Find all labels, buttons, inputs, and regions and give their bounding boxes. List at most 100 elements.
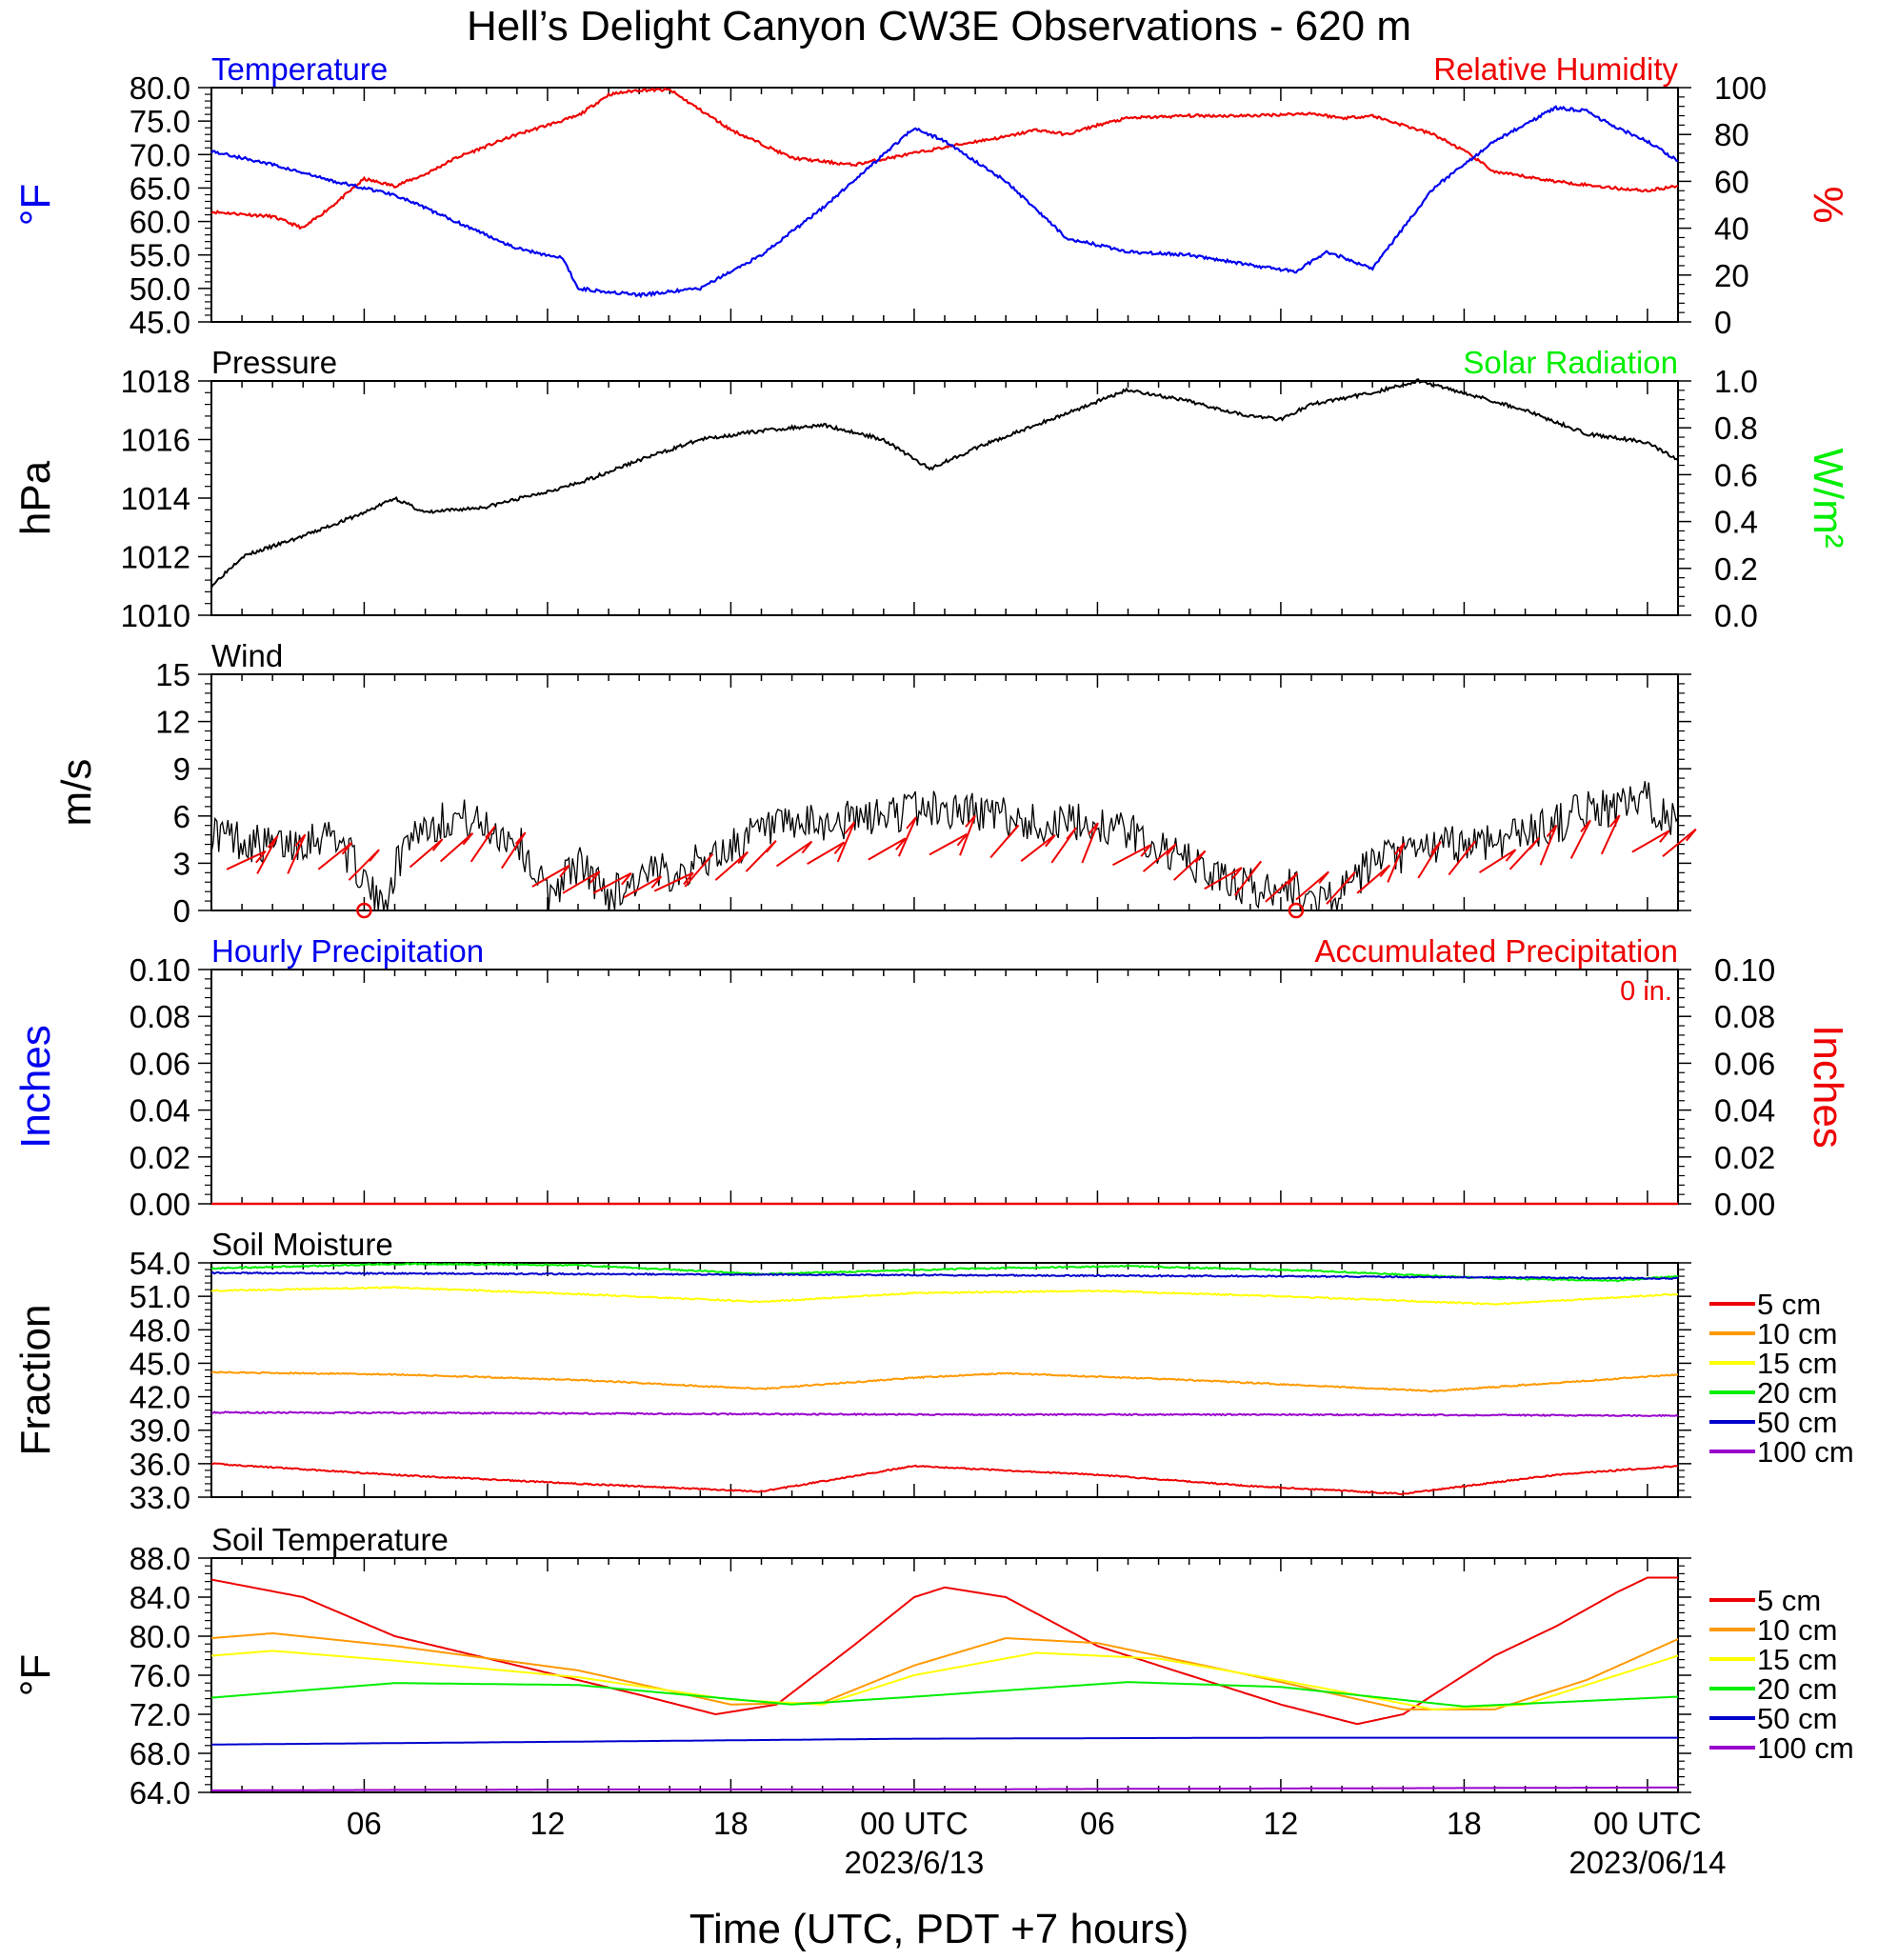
y-tick-label-right: 0.8 bbox=[1714, 410, 1758, 446]
wind-barb-feather bbox=[1088, 822, 1099, 835]
y-tick-label-right: 0 bbox=[1714, 305, 1731, 340]
wind-barb bbox=[745, 840, 777, 872]
y-tick-label-left: 39.0 bbox=[130, 1413, 190, 1449]
wind-barb bbox=[1020, 833, 1056, 862]
y-axis-label-left: °F bbox=[12, 1654, 59, 1696]
y-tick-label-left: 48.0 bbox=[130, 1312, 190, 1348]
wind-barb-feather bbox=[1194, 850, 1207, 864]
wind-barb-feather bbox=[514, 831, 527, 845]
y-tick-label-right: 0.0 bbox=[1714, 598, 1758, 633]
wind-speed-line bbox=[210, 781, 1679, 912]
y-axis-label-right: W/m² bbox=[1805, 448, 1851, 548]
y-tick-label-left: 0.06 bbox=[130, 1046, 190, 1081]
wind-barb bbox=[1508, 837, 1540, 870]
wind-barb-feather bbox=[369, 849, 380, 862]
temperature-line bbox=[210, 105, 1678, 299]
layer-line-10cm bbox=[210, 1370, 1679, 1393]
legend-label: 20 cm bbox=[1757, 1672, 1837, 1706]
wind-barb-shaft bbox=[1204, 867, 1243, 890]
layer-line-5cm bbox=[210, 1462, 1678, 1496]
y-axis-label-right: Inches bbox=[1805, 1025, 1851, 1149]
wind-barb bbox=[836, 821, 856, 863]
wind-barb bbox=[868, 837, 907, 861]
legend-label: 50 cm bbox=[1757, 1702, 1837, 1735]
wind-barb bbox=[1326, 870, 1356, 905]
wind-barb-feather bbox=[1140, 844, 1152, 857]
y-tick-label-left: 54.0 bbox=[130, 1246, 190, 1281]
panel-title-left: Wind bbox=[211, 638, 283, 673]
wind-barb bbox=[1417, 840, 1442, 879]
y-tick-label-right: 0.04 bbox=[1714, 1093, 1775, 1129]
wind-barb-feather bbox=[702, 852, 714, 867]
x-tick-label: 12 bbox=[1264, 1806, 1299, 1841]
wind-barb-shaft bbox=[1600, 814, 1621, 855]
x-tick-label: 00 UTC bbox=[860, 1806, 969, 1841]
wind-barb-shaft bbox=[1662, 828, 1697, 857]
y-tick-label-right: 20 bbox=[1714, 258, 1749, 293]
wind-barb-feather bbox=[462, 832, 474, 846]
wind-barb-shaft bbox=[317, 841, 353, 870]
wind-barb bbox=[1387, 842, 1406, 883]
accumulated-total-label: 0 in. bbox=[1620, 976, 1672, 1007]
wind-barb-feather bbox=[956, 833, 969, 847]
y-tick-label-left: 45.0 bbox=[130, 1346, 190, 1381]
panel-1: 80.075.070.065.060.055.050.045.0 100 80 60 4… bbox=[12, 51, 1851, 340]
wind-barb-feather bbox=[431, 838, 444, 851]
y-tick-label-left: 70.0 bbox=[130, 137, 190, 172]
wind-barb bbox=[1111, 844, 1152, 867]
wind-barb bbox=[1448, 840, 1477, 876]
wind-barb bbox=[1569, 819, 1591, 859]
wind-barb-feather bbox=[267, 835, 279, 849]
wind-barb bbox=[1600, 814, 1621, 855]
y-tick-label-left: 55.0 bbox=[130, 238, 190, 273]
wind-barb-shaft bbox=[439, 831, 474, 863]
x-tick-label: 06 bbox=[347, 1806, 382, 1841]
y-tick-label-right: 0.02 bbox=[1714, 1140, 1775, 1175]
wind-barb-shaft bbox=[623, 875, 662, 899]
legend-item: 10 cm bbox=[1709, 1613, 1837, 1647]
y-tick-label-left: 0.04 bbox=[130, 1093, 190, 1129]
wind-barb-feather bbox=[1250, 860, 1262, 874]
legend-item: 100 cm bbox=[1709, 1435, 1854, 1469]
y-tick-label-left: 15 bbox=[155, 657, 190, 692]
y-tick-label-right: 100 bbox=[1714, 70, 1767, 106]
y-tick-label-right: 0.10 bbox=[1714, 952, 1775, 988]
wind-barb-shaft bbox=[1142, 843, 1177, 872]
y-axis-label-left: hPa bbox=[12, 460, 59, 535]
wind-barb bbox=[1233, 860, 1262, 896]
x-tick-label: 00 UTC bbox=[1593, 1806, 1702, 1841]
wind-barb-feather bbox=[1393, 842, 1406, 855]
plot-frame bbox=[210, 87, 1679, 323]
y-tick-label-left: 68.0 bbox=[130, 1736, 190, 1771]
y-tick-label-left: 75.0 bbox=[130, 104, 190, 139]
x-tick-label: 06 bbox=[1080, 1806, 1115, 1841]
wind-barb bbox=[470, 825, 496, 863]
legend-item: 15 cm bbox=[1709, 1347, 1837, 1380]
wind-barb bbox=[1356, 864, 1391, 894]
legend-label: 15 cm bbox=[1757, 1643, 1837, 1676]
wind-barb bbox=[1539, 824, 1558, 866]
y-tick-label-left: 65.0 bbox=[130, 170, 190, 206]
legend-item: 50 cm bbox=[1709, 1406, 1837, 1439]
wind-barb bbox=[623, 875, 663, 899]
y-tick-label-right: 0.4 bbox=[1714, 505, 1758, 540]
y-tick-label-right: 0.08 bbox=[1714, 999, 1775, 1034]
wind-barb bbox=[807, 841, 846, 865]
wind-barb-feather bbox=[1505, 849, 1517, 862]
y-tick-label-left: 36.0 bbox=[130, 1447, 190, 1482]
panel-title-right: Accumulated Precipitation bbox=[1314, 933, 1678, 969]
y-tick-label-left: 1016 bbox=[121, 423, 190, 458]
wind-barb-feather bbox=[1231, 867, 1243, 880]
wind-barb-feather bbox=[1659, 830, 1670, 843]
wind-barb-shaft bbox=[959, 814, 976, 856]
y-tick-label-left: 12 bbox=[155, 705, 190, 740]
legend-label: 10 cm bbox=[1757, 1317, 1837, 1350]
x-date-label: 2023/06/14 bbox=[1568, 1845, 1726, 1880]
wind-barb-shaft bbox=[592, 871, 632, 894]
layer-line-5cm bbox=[210, 1576, 1678, 1726]
wind-barb-shaft bbox=[287, 833, 307, 874]
y-axis-label-right: % bbox=[1805, 186, 1851, 223]
wind-barb-shaft bbox=[807, 841, 845, 865]
wind-barb-feather bbox=[683, 871, 694, 886]
layer-line-20cm bbox=[210, 1262, 1679, 1283]
